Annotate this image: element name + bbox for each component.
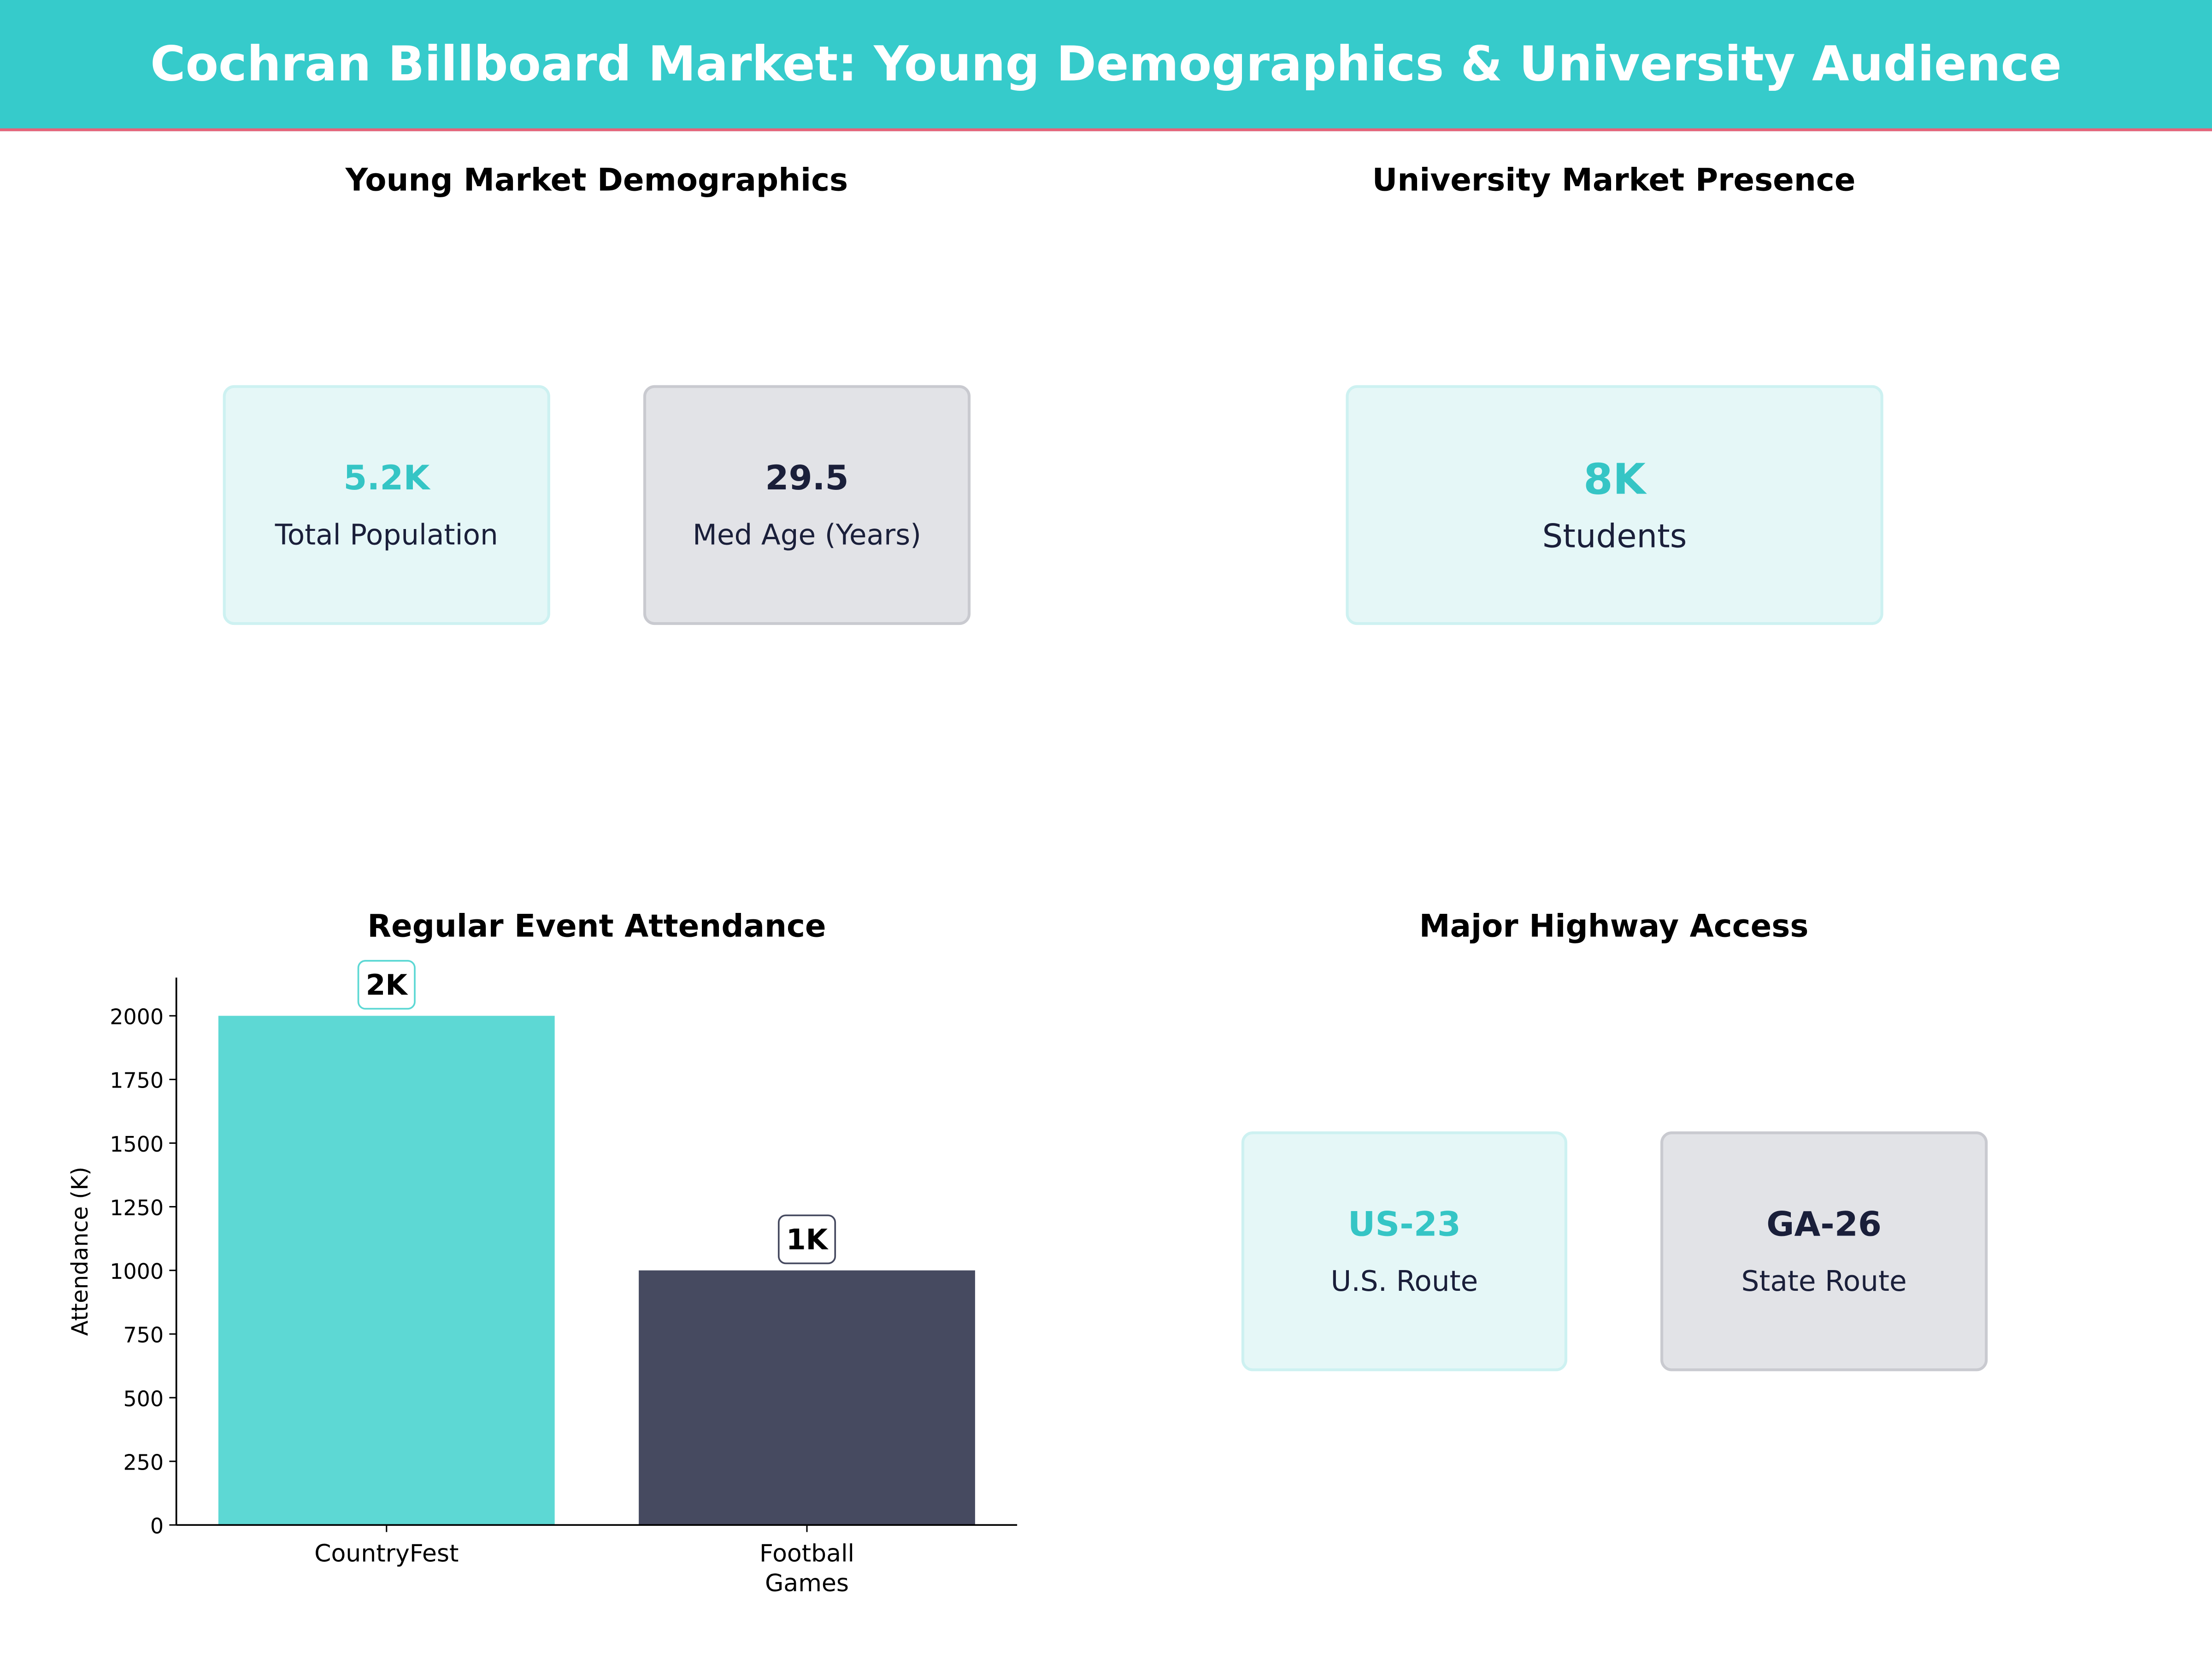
x-tick-label: Football — [759, 1540, 854, 1568]
us-route-card: US-23 U.S. Route — [1241, 1131, 1567, 1371]
metric-value: 5.2K — [343, 458, 430, 498]
y-tick-label: 1000 — [110, 1259, 164, 1284]
metric-value: 29.5 — [765, 458, 849, 498]
y-tick-label: 500 — [123, 1386, 164, 1411]
bar-1 — [639, 1270, 975, 1525]
y-tick-label: 750 — [123, 1323, 164, 1347]
metric-value: GA-26 — [1766, 1205, 1882, 1244]
y-tick-label: 2000 — [110, 1005, 164, 1030]
state-route-card: GA-26 State Route — [1660, 1131, 1988, 1371]
bar-0 — [218, 1016, 555, 1525]
metric-label: State Route — [1741, 1264, 1907, 1298]
data-label-box-0 — [357, 960, 416, 1010]
chart-title: Regular Event Attendance — [367, 910, 826, 946]
y-tick-label: 1250 — [110, 1195, 164, 1220]
total-population-card: 5.2K Total Population — [223, 385, 550, 625]
metric-value: US-23 — [1347, 1205, 1461, 1244]
y-tick-label: 1750 — [110, 1068, 164, 1093]
y-tick-label: 1500 — [110, 1132, 164, 1157]
y-axis-label: Attendance (K) — [67, 1167, 93, 1336]
metric-label: Total Population — [275, 518, 498, 552]
demographics-title: Young Market Demographics — [345, 164, 848, 199]
highway-title: Major Highway Access — [1419, 910, 1809, 946]
university-title: University Market Presence — [1372, 164, 1856, 199]
x-tick-label: Games — [765, 1570, 849, 1597]
metric-label: Students — [1542, 518, 1687, 555]
y-tick-label: 0 — [150, 1514, 164, 1539]
metric-label: U.S. Route — [1330, 1264, 1478, 1298]
data-label-1: 1K — [786, 1224, 829, 1256]
header-banner: Cochran Billboard Market: Young Demograp… — [0, 0, 2212, 131]
x-tick-label: CountryFest — [314, 1540, 459, 1568]
data-label-box-1 — [777, 1214, 836, 1265]
data-label-0: 2K — [366, 969, 409, 1001]
page-title: Cochran Billboard Market: Young Demograp… — [150, 36, 2062, 93]
students-card: 8K Students — [1346, 385, 1883, 625]
y-tick-label: 250 — [123, 1450, 164, 1475]
metric-value: 8K — [1583, 455, 1646, 505]
metric-label: Med Age (Years) — [693, 518, 922, 552]
median-age-card: 29.5 Med Age (Years) — [643, 385, 971, 625]
